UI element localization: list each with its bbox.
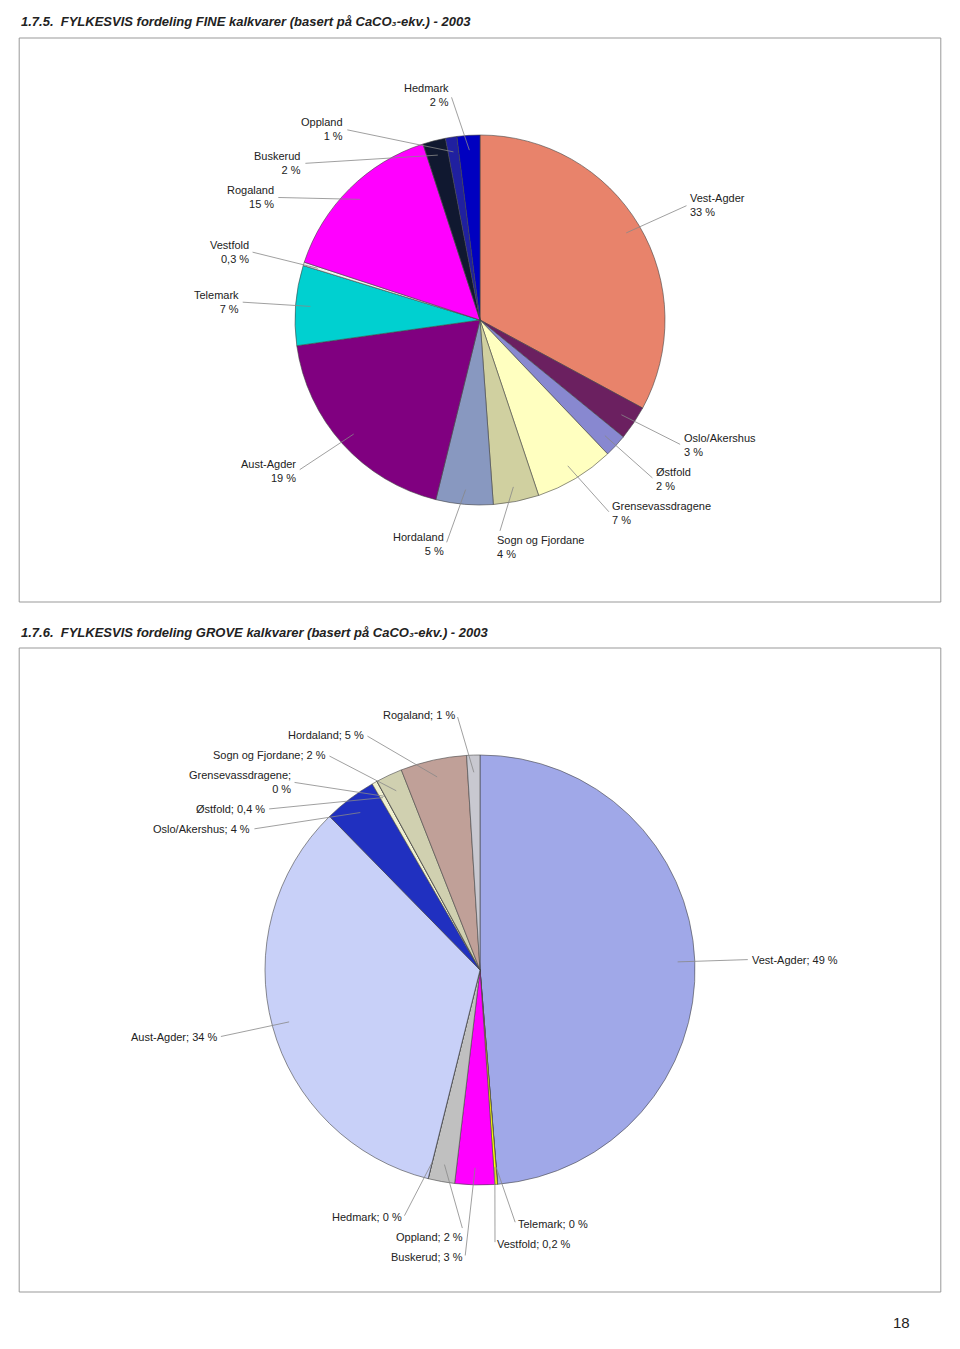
svg-text:Grensevassdragene;0 %: Grensevassdragene;0 % xyxy=(189,769,291,795)
svg-text:Telemark; 0 %: Telemark; 0 % xyxy=(518,1218,588,1230)
svg-text:1.7.5. FYLKESVIS fordeling FI: 1.7.5. FYLKESVIS fordeling FINE kalkvare… xyxy=(21,14,471,29)
svg-text:Vestfold; 0,2 %: Vestfold; 0,2 % xyxy=(497,1238,571,1250)
svg-text:Buskerud2 %: Buskerud2 % xyxy=(254,150,301,176)
svg-text:Hedmark2 %: Hedmark2 % xyxy=(404,82,449,108)
svg-text:Østfold2 %: Østfold2 % xyxy=(656,466,691,492)
svg-text:Østfold; 0,4 %: Østfold; 0,4 % xyxy=(196,803,265,815)
svg-text:1.7.6. FYLKESVIS fordeling GR: 1.7.6. FYLKESVIS fordeling GROVE kalkvar… xyxy=(21,625,489,640)
svg-text:Oslo/Akershus3 %: Oslo/Akershus3 % xyxy=(684,432,756,458)
svg-text:18: 18 xyxy=(893,1314,910,1331)
svg-text:Hedmark; 0 %: Hedmark; 0 % xyxy=(332,1211,402,1223)
svg-text:Hordaland; 5 %: Hordaland; 5 % xyxy=(288,729,364,741)
svg-text:Oppland; 2 %: Oppland; 2 % xyxy=(396,1231,463,1243)
svg-text:Vest-Agder; 49 %: Vest-Agder; 49 % xyxy=(752,954,838,966)
svg-text:Rogaland; 1 %: Rogaland; 1 % xyxy=(383,709,455,721)
svg-text:Grensevassdragene7 %: Grensevassdragene7 % xyxy=(612,500,711,526)
svg-text:Hordaland5 %: Hordaland5 % xyxy=(393,531,444,557)
svg-text:Aust-Agder; 34 %: Aust-Agder; 34 % xyxy=(131,1031,217,1043)
svg-text:Telemark7 %: Telemark7 % xyxy=(194,289,239,315)
svg-text:Oppland1 %: Oppland1 % xyxy=(301,116,343,142)
svg-text:Vest-Agder33 %: Vest-Agder33 % xyxy=(690,192,745,218)
svg-text:Vestfold0,3 %: Vestfold0,3 % xyxy=(210,239,249,265)
svg-text:Sogn og Fjordane; 2 %: Sogn og Fjordane; 2 % xyxy=(213,749,326,761)
svg-text:Aust-Agder19 %: Aust-Agder19 % xyxy=(241,458,296,484)
svg-text:Sogn og Fjordane4 %: Sogn og Fjordane4 % xyxy=(497,534,584,560)
svg-text:Oslo/Akershus; 4 %: Oslo/Akershus; 4 % xyxy=(153,823,250,835)
svg-text:Rogaland15 %: Rogaland15 % xyxy=(227,184,274,210)
svg-text:Buskerud; 3 %: Buskerud; 3 % xyxy=(391,1251,463,1263)
